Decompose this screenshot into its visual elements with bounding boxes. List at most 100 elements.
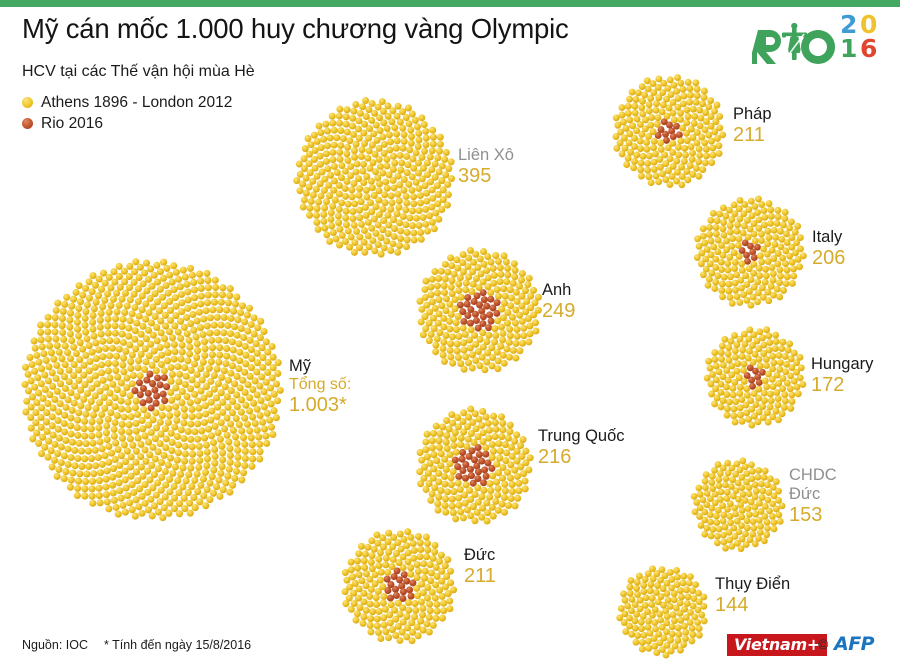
medal-dot-historic: [404, 549, 412, 557]
medal-dot-historic: [469, 280, 477, 288]
medal-dot-historic: [44, 399, 52, 407]
medal-dot-historic: [656, 610, 664, 618]
medal-dot-historic: [130, 278, 138, 286]
medal-dot-historic: [54, 425, 62, 433]
medal-dot-historic: [208, 351, 216, 359]
medal-dot-historic: [794, 256, 802, 263]
medal-dot-historic: [467, 512, 475, 520]
medal-dot-historic: [703, 374, 711, 382]
medal-dot-historic: [707, 113, 715, 121]
medal-dot-historic: [99, 353, 107, 361]
medal-dot-historic: [756, 499, 763, 507]
medal-dot-historic: [778, 235, 786, 243]
medal-dot-historic: [130, 290, 138, 298]
medal-dot-historic: [787, 355, 795, 363]
medal-dot-historic: [421, 147, 429, 155]
medal-dot-historic: [767, 397, 775, 405]
medal-dot-historic: [697, 260, 705, 268]
medal-dot-historic: [350, 107, 358, 115]
medal-dot-historic: [772, 338, 780, 345]
medal-dot-rio: [459, 448, 467, 456]
medal-dot-rio: [470, 298, 478, 306]
medal-dot-historic: [697, 522, 705, 529]
medal-dot-historic: [483, 517, 491, 525]
medal-dot-historic: [204, 291, 212, 299]
medal-dot-historic: [414, 632, 422, 640]
medal-dot-historic: [779, 374, 787, 382]
medal-dot-historic: [678, 163, 686, 171]
medal-dot-historic: [765, 200, 773, 208]
medal-dot-historic: [368, 184, 376, 192]
medal-dot-historic: [483, 358, 491, 366]
medal-dot-historic: [454, 413, 462, 422]
medal-dot-historic: [115, 470, 123, 478]
medal-dot-historic: [652, 625, 659, 633]
medal-dot-historic: [109, 473, 117, 481]
medal-dot-historic: [753, 487, 760, 495]
medal-dot-historic: [134, 477, 142, 485]
medal-dot-historic: [799, 380, 807, 388]
medal-dot-historic: [113, 386, 121, 394]
medal-dot-historic: [104, 290, 112, 298]
medal-dot-historic: [437, 551, 445, 559]
medal-dot-historic: [166, 412, 174, 420]
medal-dot-historic: [375, 155, 383, 163]
medal-dot-historic: [382, 628, 390, 636]
medal-dot-historic: [225, 465, 233, 473]
medal-dot-historic: [193, 353, 201, 361]
medal-dot-historic: [667, 91, 675, 99]
medal-dot-rio: [473, 292, 481, 300]
medal-dot-historic: [647, 94, 655, 102]
medal-dot-historic: [663, 579, 671, 587]
medal-dot-historic: [107, 284, 115, 292]
medal-dot-historic: [108, 344, 116, 352]
medal-dot-historic: [204, 284, 212, 292]
medal-dot-historic: [705, 357, 713, 365]
medal-dot-rio: [748, 376, 756, 384]
legend-item-historic: Athens 1896 - London 2012: [22, 92, 232, 113]
medal-dot-historic: [662, 651, 670, 659]
medal-dot-historic: [647, 121, 655, 129]
medal-dot-historic: [479, 329, 487, 337]
medal-dot-historic: [347, 605, 355, 613]
medal-dot-historic: [362, 211, 370, 219]
medal-dot-historic: [44, 321, 52, 329]
medal-dot-historic: [752, 401, 760, 408]
medal-dot-historic: [189, 310, 197, 319]
medal-dot-historic: [673, 177, 681, 185]
medal-dot-historic: [751, 237, 759, 245]
medal-dot-historic: [134, 410, 142, 419]
medal-dot-rio: [139, 384, 148, 393]
medal-dot-historic: [37, 328, 45, 336]
medal-dot-rio: [673, 122, 680, 130]
medal-dot-historic: [422, 141, 430, 149]
medal-dot-historic: [33, 429, 41, 437]
medal-dot-historic: [788, 258, 796, 266]
medal-dot-historic: [256, 455, 264, 463]
medal-dot-historic: [249, 455, 257, 463]
medal-dot-historic: [388, 563, 396, 571]
medal-dot-historic: [518, 302, 526, 310]
medal-dot-historic: [446, 451, 454, 459]
medal-dot-historic: [501, 480, 509, 488]
medal-dot-historic: [347, 566, 355, 574]
medal-dot-historic: [496, 264, 504, 272]
medal-dot-historic: [728, 542, 736, 550]
medal-dot-historic: [184, 357, 192, 365]
medal-dot-historic: [646, 629, 654, 637]
medal-dot-historic: [217, 389, 225, 397]
medal-dot-historic: [781, 215, 789, 223]
medal-dot-historic: [502, 258, 510, 266]
medal-dot-historic: [726, 253, 734, 261]
medal-dot-historic: [313, 172, 321, 180]
medal-dot-historic: [491, 338, 499, 346]
medal-dot-historic: [174, 441, 183, 449]
medal-count: 211: [464, 564, 496, 587]
medal-dot-historic: [442, 583, 450, 591]
medal-dot-historic: [77, 402, 85, 410]
medal-dot-historic: [765, 346, 773, 354]
medal-dot-historic: [44, 328, 52, 336]
medal-dot-historic: [634, 632, 642, 639]
medal-dot-historic: [161, 493, 169, 501]
medal-dot-historic: [752, 510, 760, 518]
